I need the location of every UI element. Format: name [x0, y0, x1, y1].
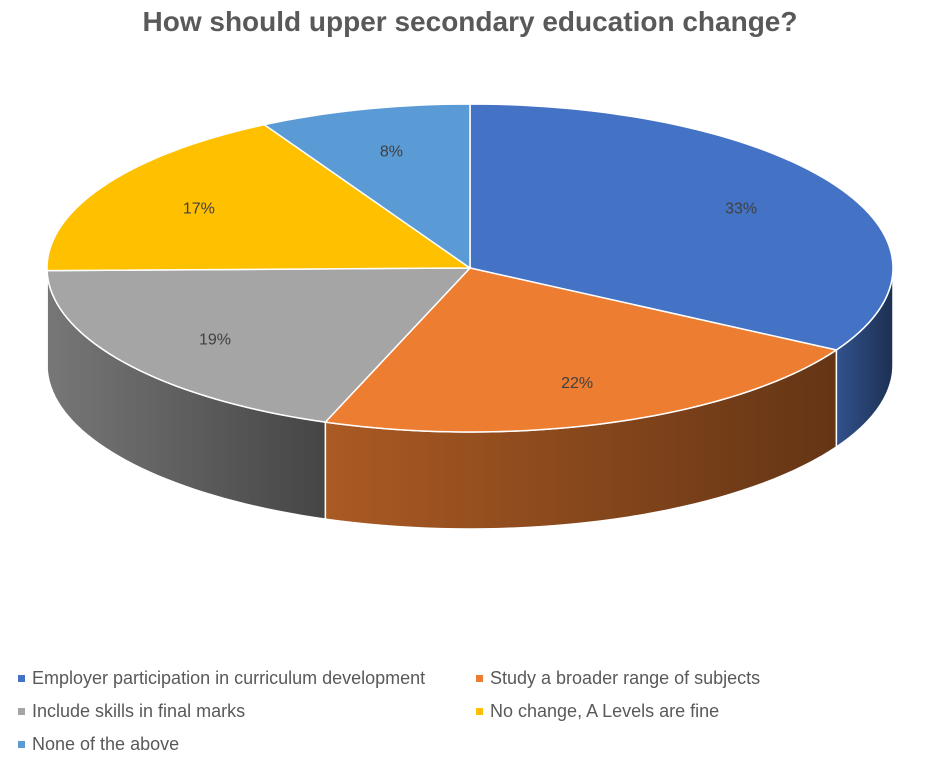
data-label-study-a-broader-range-of-subjects: 22% — [561, 375, 593, 392]
pie-slice-employer-participation-in-curriculum-development — [469, 103, 894, 351]
legend-item-employer-participation: Employer participation in curriculum dev… — [18, 668, 425, 689]
pie-slice-none-of-the-above — [262, 103, 471, 270]
data-label-employer-participation-in-curriculum-development: 33% — [725, 200, 757, 217]
legend-label: Include skills in final marks — [32, 701, 246, 721]
legend-label: Employer participation in curriculum dev… — [32, 668, 426, 688]
legend-item-none-of-the-above: None of the above — [18, 734, 179, 755]
legend-item-broader-range: Study a broader range of subjects — [476, 668, 760, 689]
data-label-none-of-the-above: 8% — [380, 144, 403, 161]
legend-label: Study a broader range of subjects — [490, 668, 761, 688]
legend-swatch-blue — [18, 675, 25, 682]
legend-swatch-lightblue — [18, 741, 25, 748]
legend-item-no-change: No change, A Levels are fine — [476, 701, 719, 722]
legend-label: No change, A Levels are fine — [490, 701, 720, 721]
chart-title: How should upper secondary education cha… — [142, 6, 798, 37]
legend-label: None of the above — [32, 734, 180, 754]
pie-slice-no-change-a-levels-are-fine — [46, 123, 473, 272]
legend-item-include-skills: Include skills in final marks — [18, 701, 245, 722]
data-label-include-skills-in-final-marks: 19% — [199, 331, 231, 348]
data-label-no-change-a-levels-are-fine: 17% — [183, 200, 215, 217]
legend-swatch-orange — [476, 675, 483, 682]
pie-slice-study-a-broader-range-of-subjects — [323, 267, 839, 433]
legend-swatch-yellow — [476, 708, 483, 715]
legend-swatch-gray — [18, 708, 25, 715]
pie-slice-include-skills-in-final-marks — [46, 267, 472, 423]
